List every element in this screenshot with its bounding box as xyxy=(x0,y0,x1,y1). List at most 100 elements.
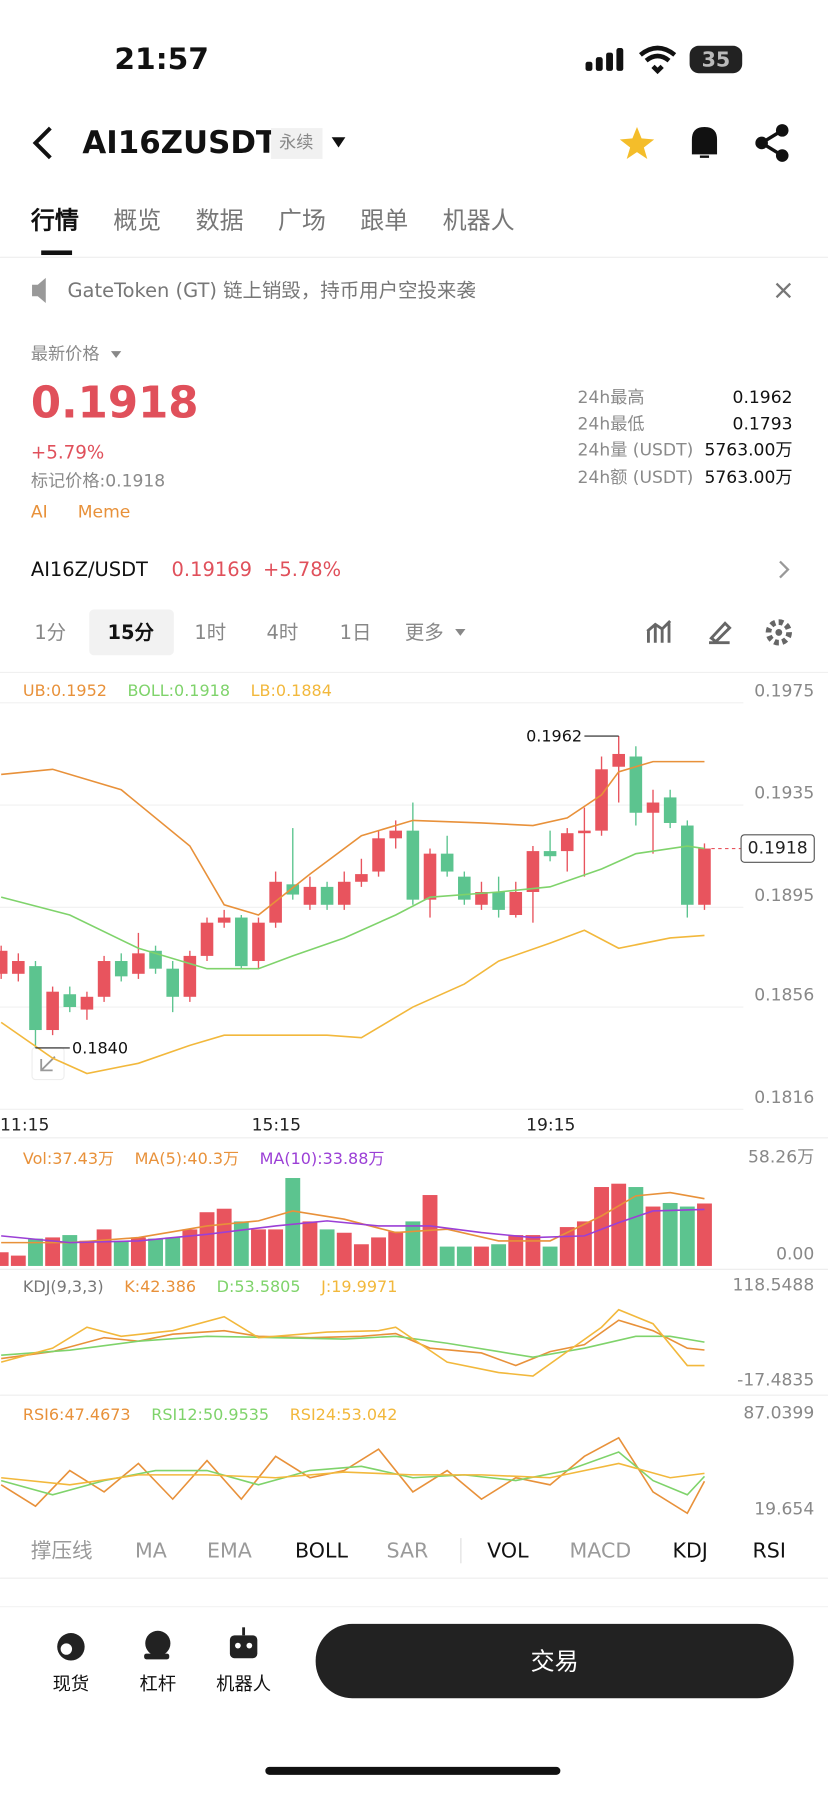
spot-pair[interactable]: AI16Z/USDT xyxy=(31,558,148,581)
volume-bar xyxy=(319,1229,335,1266)
volume-bar xyxy=(216,1208,232,1266)
interval[interactable]: 15分 xyxy=(108,621,155,644)
tab[interactable]: 广场 xyxy=(278,207,326,235)
volume-bar xyxy=(199,1212,215,1266)
nav-label[interactable]: 杠杆 xyxy=(140,1674,177,1695)
volume-bar xyxy=(628,1187,644,1266)
indicator-line xyxy=(0,1436,706,1515)
volume-bar xyxy=(542,1246,558,1266)
y-tick-label: 0.1856 xyxy=(754,986,814,1006)
candle-body xyxy=(612,753,625,767)
indicator-tab[interactable]: MA xyxy=(135,1539,167,1563)
tab[interactable]: 机器人 xyxy=(443,207,515,235)
interval[interactable]: 更多 xyxy=(405,621,444,644)
spot-chevron[interactable] xyxy=(779,560,790,579)
indicator-line xyxy=(0,845,705,970)
indicator-line xyxy=(0,1308,705,1377)
volume-bar xyxy=(182,1229,198,1266)
battery-level: 35 xyxy=(702,47,731,71)
y-tick-label: 0.1816 xyxy=(754,1088,814,1108)
nav-label[interactable]: 机器人 xyxy=(216,1674,271,1695)
symbol: AI16ZUSDT xyxy=(82,125,277,161)
bot-nav[interactable] xyxy=(229,1627,258,1659)
volume-bar xyxy=(474,1246,489,1266)
volume-bar xyxy=(113,1240,129,1266)
price-label: 最新价格 xyxy=(31,345,100,365)
legend-label: RSI12:50.9535 xyxy=(151,1405,269,1424)
signal-icon xyxy=(585,48,624,71)
volume-bar xyxy=(576,1221,592,1266)
volume-bar xyxy=(0,1252,9,1266)
y-tick-label: 0.1975 xyxy=(754,681,814,701)
stat-value: 5763.00万 xyxy=(704,441,792,461)
indicator-tab[interactable]: KDJ xyxy=(672,1539,707,1563)
candle-body xyxy=(355,874,368,882)
candle-body xyxy=(629,756,643,813)
candle-body xyxy=(492,891,505,910)
volume-bar xyxy=(96,1229,112,1266)
tab[interactable]: 概览 xyxy=(113,207,161,235)
legend-label: BOLL:0.1918 xyxy=(128,681,231,700)
volume-bar xyxy=(456,1246,472,1266)
alert-bell[interactable] xyxy=(691,126,718,158)
margin-nav[interactable] xyxy=(144,1630,171,1660)
notice-text[interactable]: GateToken (GT) 链上销毁，持币用户空投来袭 xyxy=(67,279,475,302)
candle-body xyxy=(698,848,711,905)
settings-icon[interactable] xyxy=(765,619,792,646)
indicator-line xyxy=(1,1208,705,1244)
indicator-tab[interactable]: VOL xyxy=(487,1539,529,1563)
notice-close[interactable] xyxy=(775,282,792,299)
candle-body xyxy=(372,838,385,872)
back-button[interactable] xyxy=(32,126,52,160)
settings-icon-center xyxy=(775,628,783,636)
price-dropdown[interactable] xyxy=(110,351,122,358)
indicator-icon[interactable] xyxy=(646,619,672,643)
interval[interactable]: 4时 xyxy=(266,621,298,644)
indicator-tab[interactable]: 撑压线 xyxy=(31,1539,93,1563)
candle-body xyxy=(389,830,402,839)
stat-value: 0.1793 xyxy=(733,414,793,434)
indicator-tab[interactable]: SAR xyxy=(387,1539,429,1563)
tab[interactable]: 跟单 xyxy=(360,207,408,235)
volume-bar xyxy=(302,1221,318,1266)
tag[interactable]: AI xyxy=(31,502,48,522)
interval[interactable]: 1日 xyxy=(340,621,372,644)
y-tick-label: 0.1935 xyxy=(754,784,814,804)
tab[interactable]: 行情 xyxy=(30,207,79,235)
candle-body xyxy=(46,991,59,1031)
share-button[interactable] xyxy=(755,124,789,162)
battery-icon xyxy=(689,45,743,74)
trade-button[interactable] xyxy=(315,1623,794,1699)
favorite-star[interactable] xyxy=(619,126,655,159)
volume-bar xyxy=(491,1244,507,1266)
indicator-tab[interactable]: RSI xyxy=(753,1539,786,1563)
draw-icon[interactable] xyxy=(709,621,732,645)
interval[interactable]: 1分 xyxy=(34,621,66,644)
volume-bar xyxy=(62,1235,78,1266)
candle-body xyxy=(0,950,8,974)
status-time: 21:57 xyxy=(114,42,209,77)
indicator-tab[interactable]: BOLL xyxy=(295,1539,348,1563)
interval[interactable]: 1时 xyxy=(194,621,226,644)
volume-bar xyxy=(285,1178,301,1266)
stat-label: 24h量 (USDT) xyxy=(578,441,694,461)
indicator-tab[interactable]: MACD xyxy=(570,1539,632,1563)
trade-label[interactable]: 交易 xyxy=(531,1648,579,1676)
y-tick-label: 0.00 xyxy=(776,1245,814,1265)
candle-body xyxy=(681,825,694,905)
nav-label[interactable]: 现货 xyxy=(53,1674,90,1695)
volume-bar xyxy=(268,1229,284,1266)
symbol-dropdown[interactable] xyxy=(331,137,346,148)
spot-nav[interactable] xyxy=(57,1633,85,1661)
volume-bar xyxy=(508,1235,524,1266)
legend-label: RSI24:53.042 xyxy=(290,1405,398,1424)
legend-label: MA(5):40.3万 xyxy=(135,1149,239,1168)
y-tick-label: -17.4835 xyxy=(737,1370,814,1390)
indicator-tab[interactable]: EMA xyxy=(207,1539,252,1563)
candle-body xyxy=(543,851,557,857)
stat-label: 24h最低 xyxy=(578,414,645,434)
candle-body xyxy=(526,851,540,892)
tag[interactable]: Meme xyxy=(78,502,131,522)
tab[interactable]: 数据 xyxy=(196,207,244,235)
